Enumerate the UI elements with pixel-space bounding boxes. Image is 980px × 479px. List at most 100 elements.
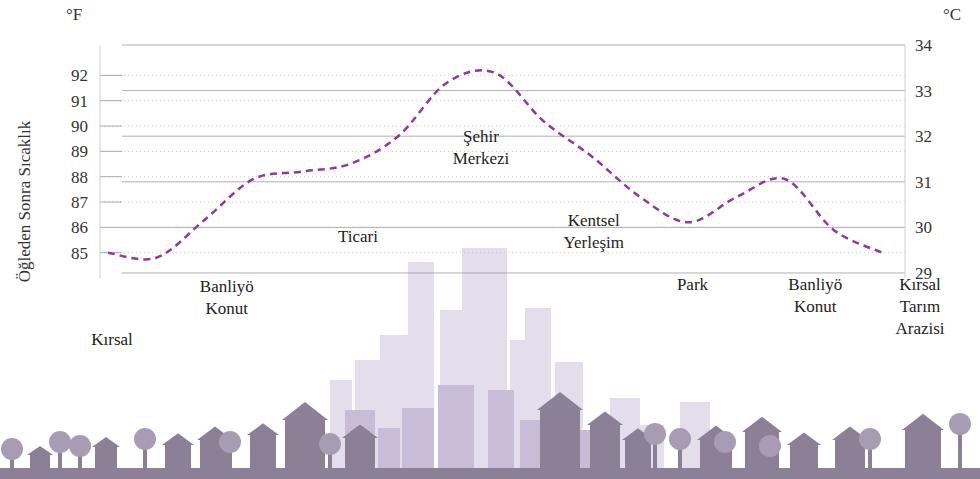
zone-label-line: Konut (206, 299, 249, 318)
house (590, 425, 620, 470)
roof (247, 423, 279, 435)
y-tick-label: 89 (71, 142, 88, 161)
zone-label-line: Kırsal (91, 330, 133, 349)
roof (282, 402, 328, 420)
y-tick-label: 91 (71, 92, 88, 111)
roof (27, 446, 53, 455)
house (285, 420, 325, 470)
building (488, 390, 514, 470)
house (95, 447, 117, 470)
grid-line-f (100, 202, 905, 203)
roof (342, 425, 378, 439)
zone-label-line: Banliyö (200, 277, 254, 296)
tree-crown (759, 435, 781, 457)
grid (100, 45, 905, 273)
house (625, 440, 651, 470)
roof (537, 392, 583, 410)
grid-line-f (100, 100, 905, 101)
grid-line-c (122, 45, 905, 46)
grid-line-c (122, 90, 905, 91)
roof (587, 412, 623, 426)
zone-label-line: Banliyö (788, 275, 842, 294)
roof (742, 417, 782, 432)
building (378, 428, 400, 470)
y-axis-title: Öğleden Sonra Sıcaklık (15, 120, 34, 282)
tree-trunk (958, 430, 962, 470)
tree-crown (69, 435, 91, 457)
tick-f (100, 227, 122, 228)
y2-tick-label: 34 (915, 36, 933, 55)
tick-f (100, 100, 122, 101)
zone-label: Park (677, 275, 709, 294)
tree-crown (644, 423, 666, 445)
tree-crown (49, 431, 71, 453)
roof (92, 437, 120, 447)
roof (902, 414, 944, 430)
house (250, 435, 276, 470)
zone-label-line: Konut (794, 297, 837, 316)
y2-axis-line (905, 45, 906, 278)
grid-line-f (100, 252, 905, 253)
zone-label: Ticari (338, 227, 378, 246)
ground (0, 468, 980, 479)
zone-label-line: Yerleşim (563, 233, 624, 252)
zone-label: Banliyö Konut (200, 277, 254, 318)
tick-f (100, 126, 122, 127)
house (905, 430, 941, 470)
tick-f (100, 75, 122, 76)
tree-crown (669, 428, 691, 450)
tree-crown (949, 413, 971, 435)
tree-crown (219, 431, 241, 453)
temperature-line (108, 70, 882, 259)
zone-label-line: Tarım (900, 297, 940, 316)
zone-label: KentselYerleşim (563, 211, 624, 252)
zone-label-line: Ticari (338, 227, 378, 246)
y2-tick-label: 30 (915, 218, 932, 237)
zone-label: Şehir Merkezi (453, 127, 510, 168)
grid-line-f (100, 227, 905, 228)
house (540, 410, 580, 470)
house (30, 455, 50, 470)
zone-label-line: Merkezi (453, 149, 510, 168)
chart-root: 8586878889909192293031323334°F°CÖğleden … (0, 0, 980, 479)
roof (162, 433, 194, 445)
tick-f (100, 151, 122, 152)
line-group (108, 70, 882, 259)
tree-crown (1, 438, 23, 460)
house (790, 445, 818, 470)
grid-line-c (122, 272, 905, 273)
zone-label: Kırsal (91, 330, 133, 349)
y2-unit: °C (943, 5, 961, 24)
zone-label: Kırsal Tarım Arazisi (895, 275, 944, 338)
tree-crown (859, 428, 881, 450)
y-tick-label: 88 (71, 168, 88, 187)
tick-f (100, 176, 122, 177)
tree-crown (319, 433, 341, 455)
y2-tick-label: 31 (915, 173, 932, 192)
y-tick-label: 87 (71, 193, 89, 212)
building (402, 408, 434, 470)
grid-line-c (122, 136, 905, 137)
tick-f (100, 202, 122, 203)
y-tick-label: 92 (71, 66, 88, 85)
grid-line-f (100, 176, 905, 177)
y-axis-line (100, 45, 101, 278)
tree-crown (134, 428, 156, 450)
y2-tick-label: 33 (915, 82, 932, 101)
tree-crown (714, 431, 736, 453)
zone-label-line: Arazisi (895, 319, 944, 338)
roof (787, 432, 821, 445)
y-unit: °F (66, 5, 82, 24)
y-tick-label: 86 (71, 218, 88, 237)
grid-line-f (100, 126, 905, 127)
building (438, 385, 474, 470)
zone-label-line: Kırsal (899, 275, 941, 294)
house (165, 445, 191, 470)
zone-label-line: Şehir (463, 127, 499, 146)
building (345, 410, 375, 470)
y2-tick-label: 32 (915, 127, 932, 146)
y-tick-label: 90 (71, 117, 88, 136)
y-tick-label: 85 (71, 244, 88, 263)
building (520, 420, 542, 470)
skyline (0, 248, 980, 479)
